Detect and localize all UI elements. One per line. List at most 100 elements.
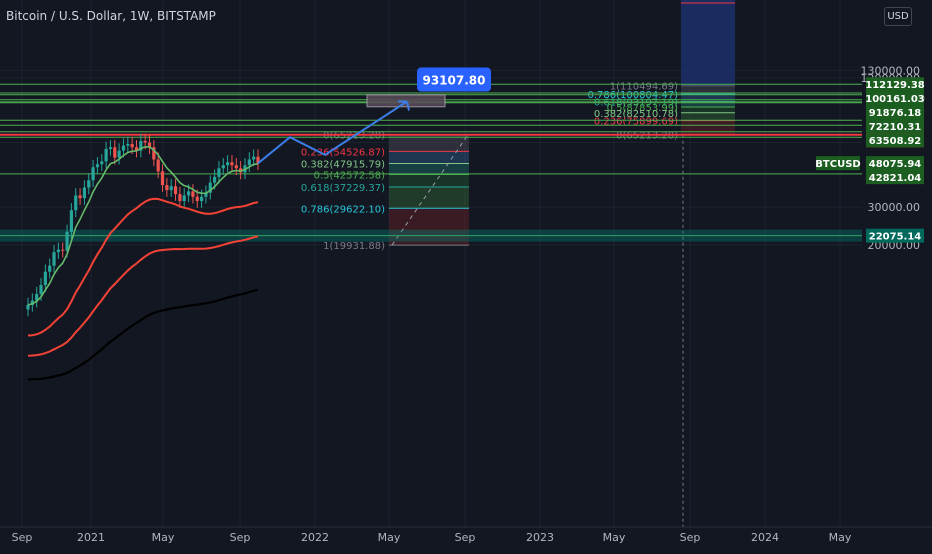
candle-body (65, 231, 69, 251)
candle-body (35, 294, 39, 301)
candle-body (134, 147, 139, 151)
fib-upper-level-label: 0.382(82510.78) (594, 109, 678, 120)
candle-body (147, 142, 152, 148)
time-tick-label: Sep (12, 531, 33, 544)
time-tick-label: 2021 (77, 531, 105, 544)
price-label-badge (866, 91, 924, 106)
candle-body (113, 147, 117, 158)
candle-body (104, 148, 108, 162)
time-axis: Sep 2021 May Sep 2022 May Sep 2023 May Sep 2024 May (0, 526, 932, 550)
candle-body (195, 196, 199, 202)
candle-body (26, 304, 30, 310)
fib-lower-zone (389, 186, 469, 209)
candle-body (100, 161, 104, 165)
time-tick-label: May (152, 531, 175, 544)
fib-upper-level-label: 0(65213.28) (616, 131, 678, 142)
fib-upper-level-label: 0.5(87853.99) (607, 103, 679, 114)
price-label-text: 48075.94 (869, 159, 922, 170)
candle-body (234, 165, 238, 169)
candle-body (61, 249, 65, 251)
drawing-layer: 93107.80 (257, 67, 491, 165)
candle-body (256, 156, 260, 164)
candle-body (139, 140, 143, 151)
candle-body (160, 171, 165, 186)
price-label-badge (866, 228, 924, 243)
moving-averages (27, 146, 259, 381)
time-tick-label: Sep (680, 531, 701, 544)
symbol-title[interactable]: Bitcoin / U.S. Dollar, 1W, BITSTAMP (6, 9, 216, 23)
price-label-badge (866, 119, 924, 134)
candle-body (87, 180, 91, 188)
time-tick-label: May (603, 531, 626, 544)
fib-lower-trend-dash (391, 134, 469, 246)
candle-body (43, 271, 47, 286)
time-tick-label: 2023 (526, 531, 554, 544)
candle-body (126, 144, 130, 146)
price-label-text: 22075.14 (869, 232, 922, 243)
candle-body (95, 164, 100, 168)
candle-body (91, 167, 95, 181)
price-tick-label: 130000.00 (861, 64, 921, 77)
price-label-text: 63508.92 (869, 136, 922, 147)
candle-body (156, 159, 160, 172)
candle-body (169, 186, 173, 191)
candle-body (117, 150, 121, 158)
ema-black-line (28, 288, 259, 381)
price-candles (26, 133, 260, 317)
fib-upper-zone (681, 112, 735, 121)
candle-body (74, 195, 78, 211)
candle-body (52, 252, 56, 266)
price-label-badge (866, 133, 924, 148)
candle-body (208, 182, 212, 193)
fib-lower-zone (389, 174, 469, 187)
candle-body (182, 195, 186, 202)
fib-lower-level-label: 0.5(42572.58) (314, 170, 386, 181)
fib-upper-level-label: 0.786(100804.47) (587, 90, 678, 101)
candle-body (130, 144, 134, 148)
target-callout-label: 93107.80 (422, 74, 485, 88)
symbol-badge-label: BTCUSD (815, 159, 860, 170)
support-band (0, 229, 862, 242)
price-label-badge (866, 77, 924, 92)
projection-arrowhead (398, 100, 410, 111)
time-tick-label: Sep (455, 531, 476, 544)
time-tick-label: Sep (230, 531, 251, 544)
fib-upper-level-label: 0.236(75899.69) (594, 117, 678, 128)
price-axis: 130000.00120000.0060000.0030000.0020000.… (815, 0, 932, 527)
candle-body (143, 140, 147, 143)
fib-lower-zone (389, 208, 469, 246)
candle-body (217, 168, 221, 177)
price-label-text: 91876.18 (869, 108, 922, 119)
ema-red-line (27, 197, 259, 337)
price-label-text: 100161.03 (865, 94, 925, 105)
time-tick-label: 2022 (301, 531, 329, 544)
candle-body (230, 162, 234, 166)
candle-body (173, 186, 178, 195)
ema-red-slow-line (27, 235, 259, 357)
candle-body (39, 285, 43, 295)
fib-lower-zone (389, 163, 469, 175)
price-label-text: 42821.04 (869, 173, 922, 184)
candle-body (108, 147, 113, 149)
fib-lower-zone (389, 134, 469, 152)
candle-body (78, 195, 82, 199)
candle-body (56, 249, 60, 253)
fib-lower-level-label: 0.236(54526.87) (301, 147, 385, 158)
projection-arrow-path (257, 100, 408, 165)
price-label-badge (866, 105, 924, 120)
candle-body (30, 300, 34, 305)
fib-upper-zone (681, 106, 735, 113)
price-label-text: 112129.38 (865, 80, 925, 91)
time-tick-label: May (378, 531, 401, 544)
currency-button[interactable]: USD (884, 7, 912, 26)
candle-body (165, 185, 169, 191)
price-label-badge (866, 170, 924, 185)
candle-body (191, 191, 195, 197)
time-tick-label: May (829, 531, 852, 544)
fib-zones: 1(110494.69)0.786(100804.47)0.618(93197.… (301, 0, 735, 527)
candle-body (252, 156, 256, 160)
fib-upper-zone (681, 101, 735, 107)
candle-body (69, 210, 73, 232)
